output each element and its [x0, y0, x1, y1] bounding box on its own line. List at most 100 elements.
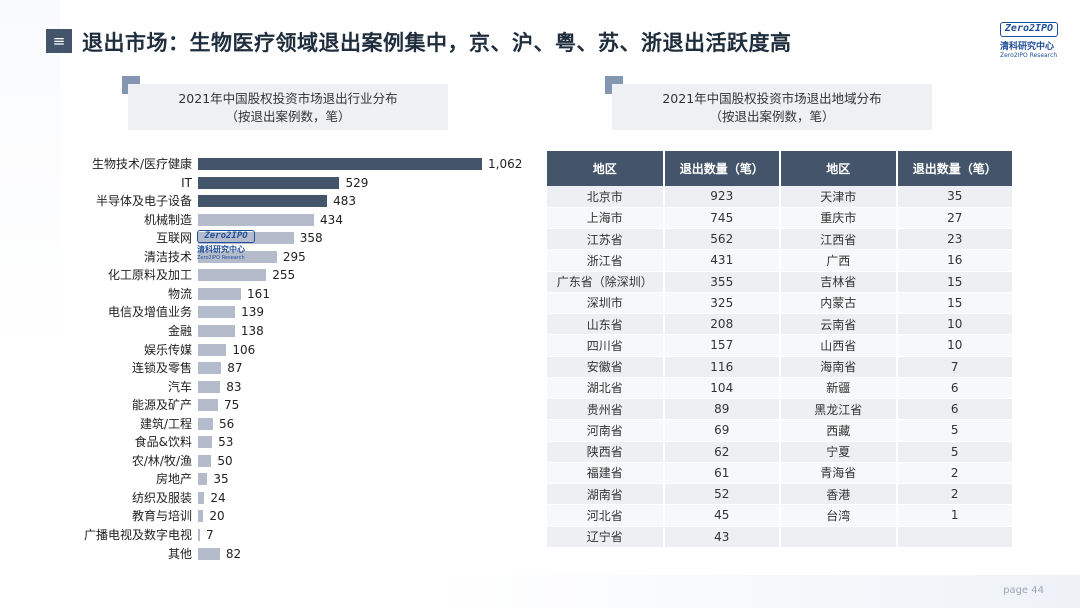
- bar: [198, 417, 213, 430]
- bar-label: 机械制造: [143, 212, 192, 227]
- count-cell: 431: [663, 249, 781, 272]
- header-region-1: 地区: [547, 151, 665, 186]
- count-cell: 15: [896, 271, 1014, 293]
- bar-value-label: 1,062: [488, 157, 523, 171]
- count-cell: 5: [896, 419, 1014, 442]
- header-region-2: 地区: [780, 151, 898, 186]
- bar: [198, 362, 222, 375]
- region-cell: 安徽省: [547, 356, 665, 378]
- bar: [198, 306, 236, 319]
- table-row: 辽宁省 43: [547, 526, 1014, 548]
- region-cell: 云南省: [780, 313, 898, 336]
- bar: [198, 343, 227, 356]
- bar: [198, 213, 315, 226]
- header-count-2: 退出数量（笔）: [896, 151, 1014, 186]
- bar: [198, 547, 220, 560]
- count-cell: 1: [896, 504, 1014, 527]
- bar-label: 食品&饮料: [134, 435, 192, 450]
- bar-value-label: 139: [241, 305, 265, 320]
- bar-label: 其他: [167, 546, 192, 561]
- region-cell: 吉林省: [780, 271, 898, 293]
- region-cell: 江西省: [780, 228, 898, 251]
- count-cell: 15: [896, 292, 1014, 315]
- bar: [198, 269, 267, 282]
- watermark-logo-mark: Zero2IPO: [197, 230, 255, 243]
- bar-label: 生物技术/医疗健康: [91, 157, 192, 171]
- region-cell: 河北省: [547, 504, 665, 527]
- bar-label: 农/林/牧/渔: [131, 453, 192, 468]
- page-title: 退出市场：生物医疗领域退出案例集中，京、沪、粤、苏、浙退出活跃度高: [82, 31, 792, 55]
- bar-label: 房地产: [155, 472, 192, 487]
- region-cell: 内蒙古: [780, 292, 898, 315]
- logo-mark: Zero2IPO: [1000, 22, 1058, 37]
- right-chart-heading-line1: 2021年中国股权投资市场退出地域分布: [662, 91, 882, 106]
- count-cell: 157: [663, 334, 781, 357]
- region-cell: 四川省: [547, 334, 665, 357]
- count-cell: 16: [896, 249, 1014, 272]
- left-chart-heading-line1: 2021年中国股权投资市场退出行业分布: [178, 91, 398, 106]
- bar-label: 建筑/工程: [139, 416, 192, 431]
- count-cell: 69: [663, 419, 781, 442]
- bar-value-label: 161: [247, 286, 270, 301]
- region-cell: 宁夏: [780, 441, 898, 463]
- table-row: 陕西省 62 宁夏 5: [547, 441, 1014, 463]
- count-cell: 52: [663, 483, 781, 506]
- table-row: 浙江省 431 广西 16: [547, 249, 1014, 272]
- table-row: 福建省 61 青海省 2: [547, 462, 1014, 485]
- count-cell: 5: [896, 441, 1014, 463]
- background-band: [0, 0, 60, 608]
- table-row: 湖南省 52 香港 2: [547, 483, 1014, 506]
- bar: [198, 529, 200, 541]
- region-cell: [780, 526, 898, 548]
- region-cell: 陕西省: [547, 441, 665, 463]
- bar-value-label: 483: [333, 194, 357, 209]
- table-row: 贵州省 89 黑龙江省 6: [547, 398, 1014, 421]
- bar-value-label: 529: [345, 175, 369, 190]
- region-cell: 湖南省: [547, 483, 665, 506]
- count-cell: 923: [663, 186, 781, 208]
- count-cell: 10: [896, 334, 1014, 357]
- bar: [198, 491, 205, 504]
- bar-value-label: 138: [240, 323, 264, 338]
- bar-label: 娱乐传媒: [143, 342, 192, 357]
- bar-value-label: 75: [224, 398, 240, 413]
- page-number: page 44: [1003, 585, 1044, 596]
- count-cell: [896, 526, 1014, 548]
- bar-label: IT: [181, 175, 192, 190]
- region-cell: 山西省: [780, 334, 898, 357]
- bar-label: 清洁技术: [143, 249, 192, 264]
- count-cell: 208: [663, 313, 781, 336]
- bar: [198, 232, 294, 245]
- industry-bar-chart: 生物技术/医疗健康 1,062 IT 529 半导体及电子设备 483 机械制造 434 互联网…: [0, 150, 540, 570]
- region-cell: 贵州省: [547, 398, 665, 421]
- count-cell: 43: [663, 526, 781, 548]
- bar-label: 汽车: [167, 379, 192, 394]
- bar: [198, 195, 328, 208]
- count-cell: 27: [896, 207, 1014, 230]
- right-chart-heading-line2: （按退出案例数，笔）: [709, 109, 835, 124]
- count-cell: 45: [663, 504, 781, 527]
- bar-value-label: 24: [210, 490, 226, 505]
- count-cell: 2: [896, 483, 1014, 506]
- region-cell: 青海省: [780, 462, 898, 485]
- table-row: 湖北省 104 新疆 6: [547, 377, 1014, 400]
- count-cell: 61: [663, 462, 781, 485]
- table-row: 河南省 69 西藏 5: [547, 419, 1014, 442]
- table-row: 北京市 923 天津市 35: [547, 186, 1014, 208]
- watermark-logo-en: Zero2IPO Research: [197, 255, 245, 261]
- bar: [198, 176, 340, 189]
- bar: [198, 473, 208, 486]
- region-cell: 北京市: [547, 186, 665, 208]
- count-cell: 6: [896, 398, 1014, 421]
- region-cell: 台湾: [780, 504, 898, 527]
- region-cell: 河南省: [547, 419, 665, 442]
- bar-value-label: 50: [217, 453, 233, 468]
- count-cell: 7: [896, 356, 1014, 378]
- bar: [198, 399, 219, 412]
- count-cell: 2: [896, 462, 1014, 485]
- bar-value-label: 35: [213, 472, 229, 487]
- menu-icon: ≡: [46, 29, 72, 53]
- bar-value-label: 82: [225, 546, 242, 561]
- bar-label: 电信及增值业务: [107, 305, 192, 320]
- count-cell: 62: [663, 441, 781, 463]
